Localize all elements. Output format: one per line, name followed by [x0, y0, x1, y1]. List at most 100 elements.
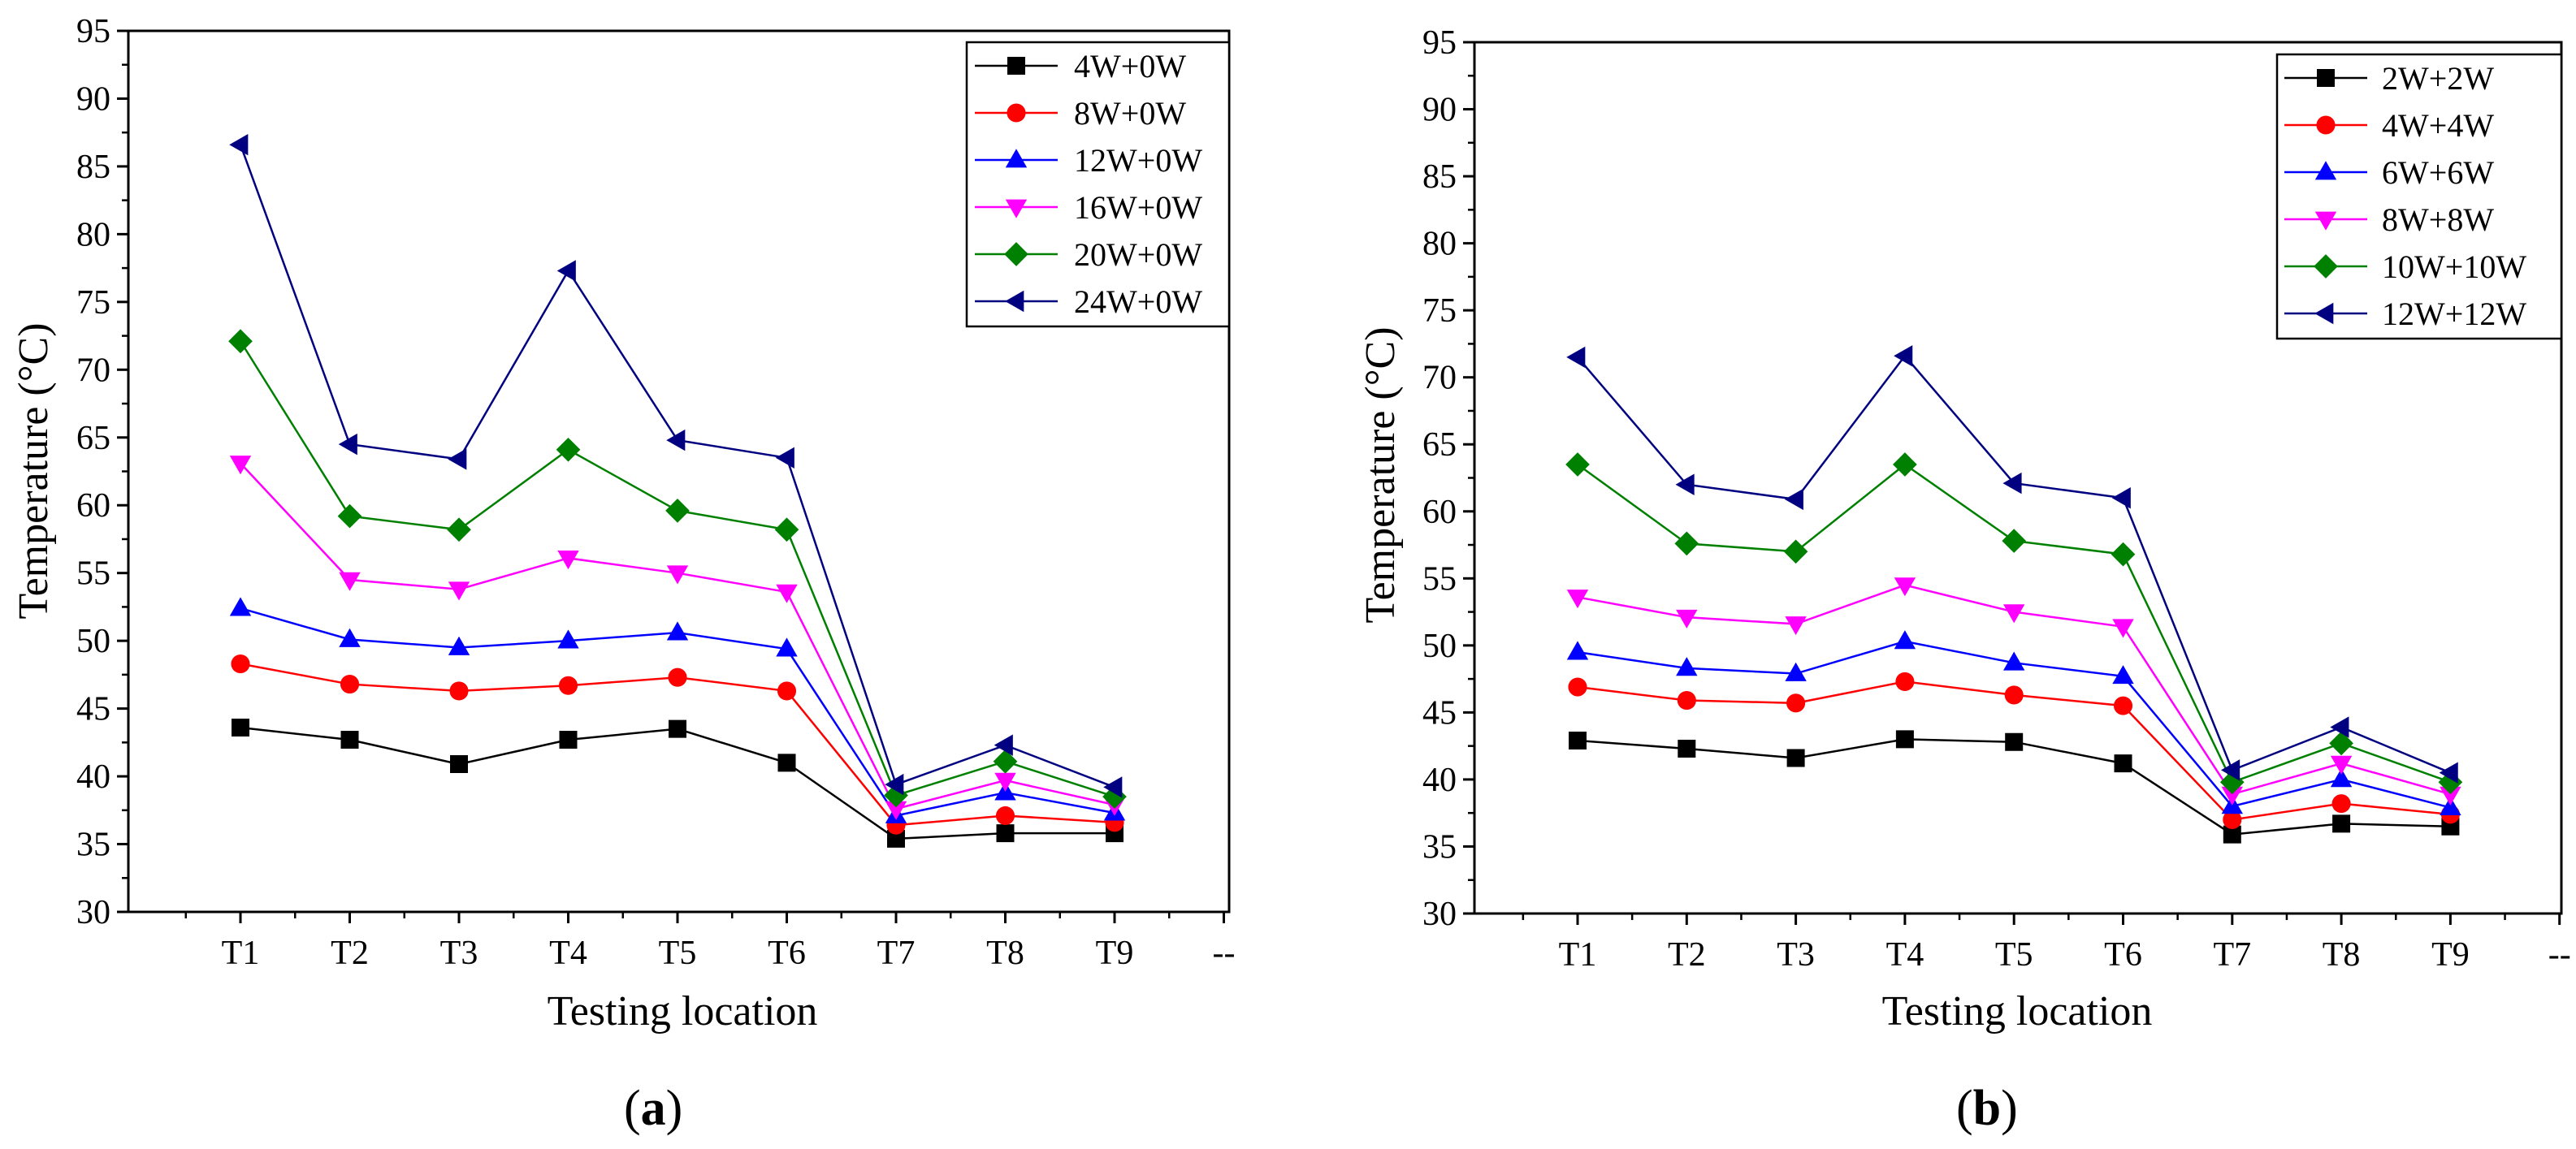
legend-marker: [2314, 211, 2337, 231]
y-tick-label: 50: [1422, 628, 1457, 665]
series-24W+0W: [229, 134, 1123, 798]
legend-marker: [2314, 161, 2337, 180]
legend-item: 2W+2W: [2284, 60, 2494, 97]
y-axis-title: Temperature (°C): [1357, 326, 1404, 623]
x-axis-title: Testing location: [1882, 988, 2153, 1035]
data-point: [1785, 662, 1807, 681]
data-point: [1103, 776, 1123, 798]
data-point: [774, 517, 799, 542]
series-12W+12W: [1566, 345, 2458, 784]
legend-label: 16W+0W: [1074, 189, 1202, 226]
x-tick-label: T3: [440, 935, 478, 972]
data-point: [1894, 577, 1916, 597]
y-tick-label: 90: [76, 80, 110, 118]
legend-marker: [1007, 57, 1025, 75]
data-point: [776, 584, 798, 603]
data-point: [449, 681, 469, 701]
data-point: [2223, 810, 2242, 829]
legend-marker: [1004, 242, 1028, 266]
x-tick-label: T9: [2431, 936, 2470, 974]
y-tick-label: 45: [1422, 694, 1457, 732]
data-point: [2114, 754, 2132, 773]
data-point: [557, 629, 579, 649]
x-tick-label: T4: [549, 935, 587, 972]
y-tick-label: 30: [1422, 896, 1457, 933]
data-point: [1678, 739, 1696, 758]
series-line: [240, 726, 1115, 840]
legend-item: 4W+4W: [2284, 107, 2494, 144]
data-point: [776, 637, 798, 657]
y-tick-label: 45: [76, 691, 110, 728]
legend-item: 12W+12W: [2284, 296, 2526, 332]
data-point: [2002, 529, 2027, 553]
data-point: [1895, 730, 1914, 749]
data-point: [775, 447, 794, 469]
data-point: [229, 456, 252, 475]
data-point: [885, 773, 904, 796]
legend-marker: [1005, 199, 1028, 218]
y-tick-label: 55: [76, 555, 110, 593]
panel-label-letter: b: [1973, 1081, 2001, 1136]
legend-item: 16W+0W: [975, 189, 1202, 226]
data-point: [2112, 665, 2134, 685]
legend-box: [965, 41, 1231, 328]
legend-label: 8W+0W: [1074, 95, 1186, 132]
data-point: [1566, 346, 1586, 369]
x-tick-label: T5: [659, 935, 697, 972]
series-4W+4W: [1568, 672, 2460, 829]
legend-item: 12W+0W: [975, 142, 1202, 179]
data-point: [1785, 616, 1807, 636]
data-point: [2221, 786, 2243, 806]
data-point: [665, 499, 690, 523]
y-tick-label: 95: [76, 13, 110, 50]
data-point: [232, 718, 249, 736]
data-point: [1565, 452, 1590, 477]
data-point: [340, 731, 359, 749]
data-point: [995, 806, 1015, 826]
y-tick-label: 50: [76, 623, 110, 660]
data-point: [558, 676, 578, 695]
legend-marker: [1005, 290, 1024, 313]
x-tick-label: T3: [1777, 936, 1815, 974]
y-tick-label: 70: [1422, 360, 1457, 397]
y-tick-label: 60: [76, 487, 110, 525]
data-point: [777, 681, 797, 701]
data-point: [1784, 488, 1803, 511]
legend-label: 20W+0W: [1074, 236, 1202, 273]
y-tick-label: 55: [1422, 560, 1457, 598]
data-point: [668, 667, 687, 687]
data-point: [1676, 657, 1698, 676]
data-point: [1894, 630, 1916, 650]
y-tick-label: 75: [1422, 292, 1457, 330]
y-tick-label: 65: [76, 420, 110, 457]
data-point: [337, 503, 362, 529]
data-point: [887, 829, 905, 848]
data-point: [2112, 619, 2134, 638]
y-tick-label: 65: [1422, 426, 1457, 464]
y-tick-label: 95: [1422, 24, 1457, 62]
legend: 4W+0W 8W+0W 12W+0W 16W+0W 20W+0W 24W+0W: [965, 41, 1231, 328]
x-tick-label: T8: [986, 935, 1024, 972]
legend-marker: [1007, 103, 1026, 123]
data-point: [448, 581, 470, 601]
data-point: [228, 329, 253, 354]
data-point: [669, 719, 686, 738]
data-point: [450, 755, 468, 774]
data-point: [2329, 731, 2353, 756]
legend-item: 10W+10W: [2284, 248, 2526, 285]
y-tick-label: 70: [76, 352, 110, 389]
series-2W+2W: [1569, 730, 2460, 844]
data-point: [1893, 452, 1917, 477]
data-point: [2331, 794, 2351, 814]
data-point: [2113, 696, 2133, 715]
series-20W+0W: [228, 329, 1127, 809]
data-point: [2330, 768, 2353, 788]
legend-item: 6W+6W: [2284, 154, 2494, 191]
data-point: [2002, 472, 2022, 495]
y-axis-title: Temperature (°C): [11, 322, 57, 619]
data-point: [1895, 672, 1915, 691]
series-6W+6W: [1566, 630, 2461, 815]
x-tick-label: T2: [331, 935, 369, 972]
data-point: [1566, 590, 1589, 609]
